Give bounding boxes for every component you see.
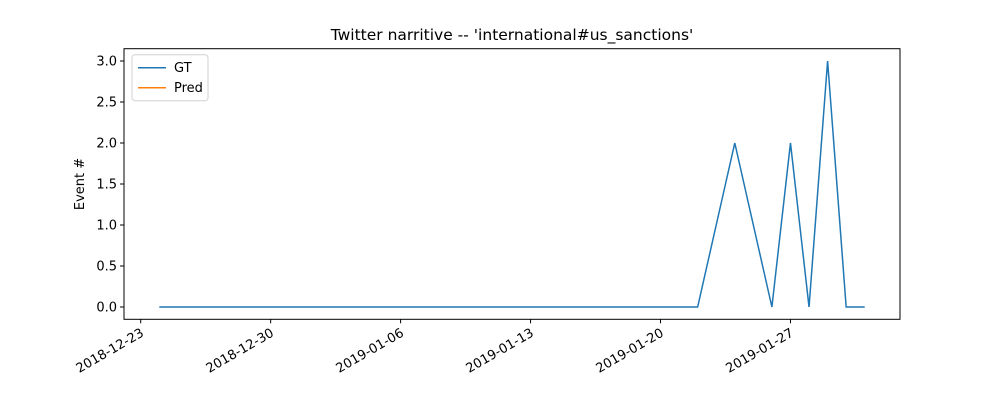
x-tick-label: 2019-01-20 (594, 326, 667, 377)
x-tick-label: 2019-01-06 (334, 326, 407, 377)
plot-frame (123, 48, 901, 320)
legend-label: GT (174, 61, 192, 76)
x-tick-label: 2019-01-27 (724, 326, 797, 377)
y-tick-label: 2.0 (96, 137, 117, 152)
y-axis-label: Event # (73, 158, 88, 210)
y-tick-label: 0.0 (96, 301, 117, 316)
x-tick-label: 2019-01-13 (464, 326, 537, 377)
y-tick-label: 3.0 (96, 55, 117, 70)
legend-label: Pred (174, 81, 203, 96)
y-tick-label: 1.0 (96, 219, 117, 234)
series-line (159, 60, 865, 308)
x-tick-label: 2018-12-30 (204, 326, 277, 377)
y-tick-label: 0.5 (96, 260, 117, 275)
x-tick-label: 2018-12-23 (74, 326, 147, 377)
legend-box (131, 54, 209, 102)
y-tick-label: 1.5 (96, 178, 117, 193)
y-tick-label: 2.5 (96, 96, 117, 111)
chart-title: Twitter narritive -- 'international#us_s… (330, 26, 694, 45)
